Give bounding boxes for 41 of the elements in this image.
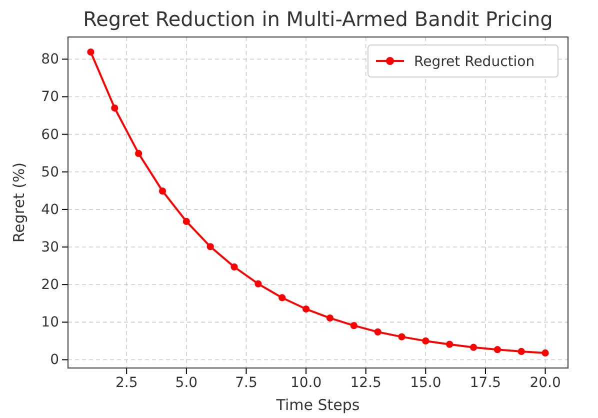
y-tick-label: 0	[50, 352, 59, 368]
x-tick-label: 20.0	[530, 374, 561, 391]
y-tick-label: 60	[41, 126, 59, 143]
point	[135, 150, 142, 158]
chart-title: Regret Reduction in Multi-Armed Bandit Pricing	[83, 7, 553, 31]
point	[398, 333, 406, 340]
y-tick-label: 80	[41, 52, 59, 68]
point	[254, 280, 262, 288]
point	[446, 340, 454, 348]
x-tick-label: 12.5	[350, 374, 382, 391]
point	[494, 346, 501, 354]
point	[182, 218, 190, 226]
x-tick-label: 15.0	[410, 374, 442, 391]
point	[158, 187, 166, 195]
point	[422, 337, 430, 345]
point	[518, 348, 525, 356]
point	[374, 328, 382, 336]
y-tick-label: 30	[41, 240, 59, 256]
point	[542, 349, 549, 357]
y-axis-title: Regret (%)	[10, 162, 28, 243]
y-tick-label: 20	[41, 277, 59, 294]
point	[87, 48, 94, 56]
point	[230, 263, 238, 270]
y-tick-label: 10	[41, 314, 59, 331]
x-tick-label: 5.0	[175, 374, 198, 391]
x-tick-label: 2.5	[115, 374, 138, 391]
x-tick-label: 17.5	[470, 374, 502, 391]
point	[278, 294, 286, 302]
point	[470, 344, 478, 351]
y-tick-label: 40	[41, 202, 59, 218]
point	[302, 305, 310, 313]
x-axis-title: Time Steps	[275, 396, 360, 414]
point	[111, 104, 118, 112]
point	[326, 314, 334, 322]
y-tick-label: 70	[41, 89, 59, 106]
y-tick-label: 50	[41, 164, 59, 180]
x-tick-label: 10.0	[290, 374, 322, 391]
x-tick-label: 7.5	[235, 374, 258, 391]
point	[350, 322, 358, 330]
point	[206, 243, 214, 250]
legend-label: Regret Reduction	[414, 54, 535, 70]
